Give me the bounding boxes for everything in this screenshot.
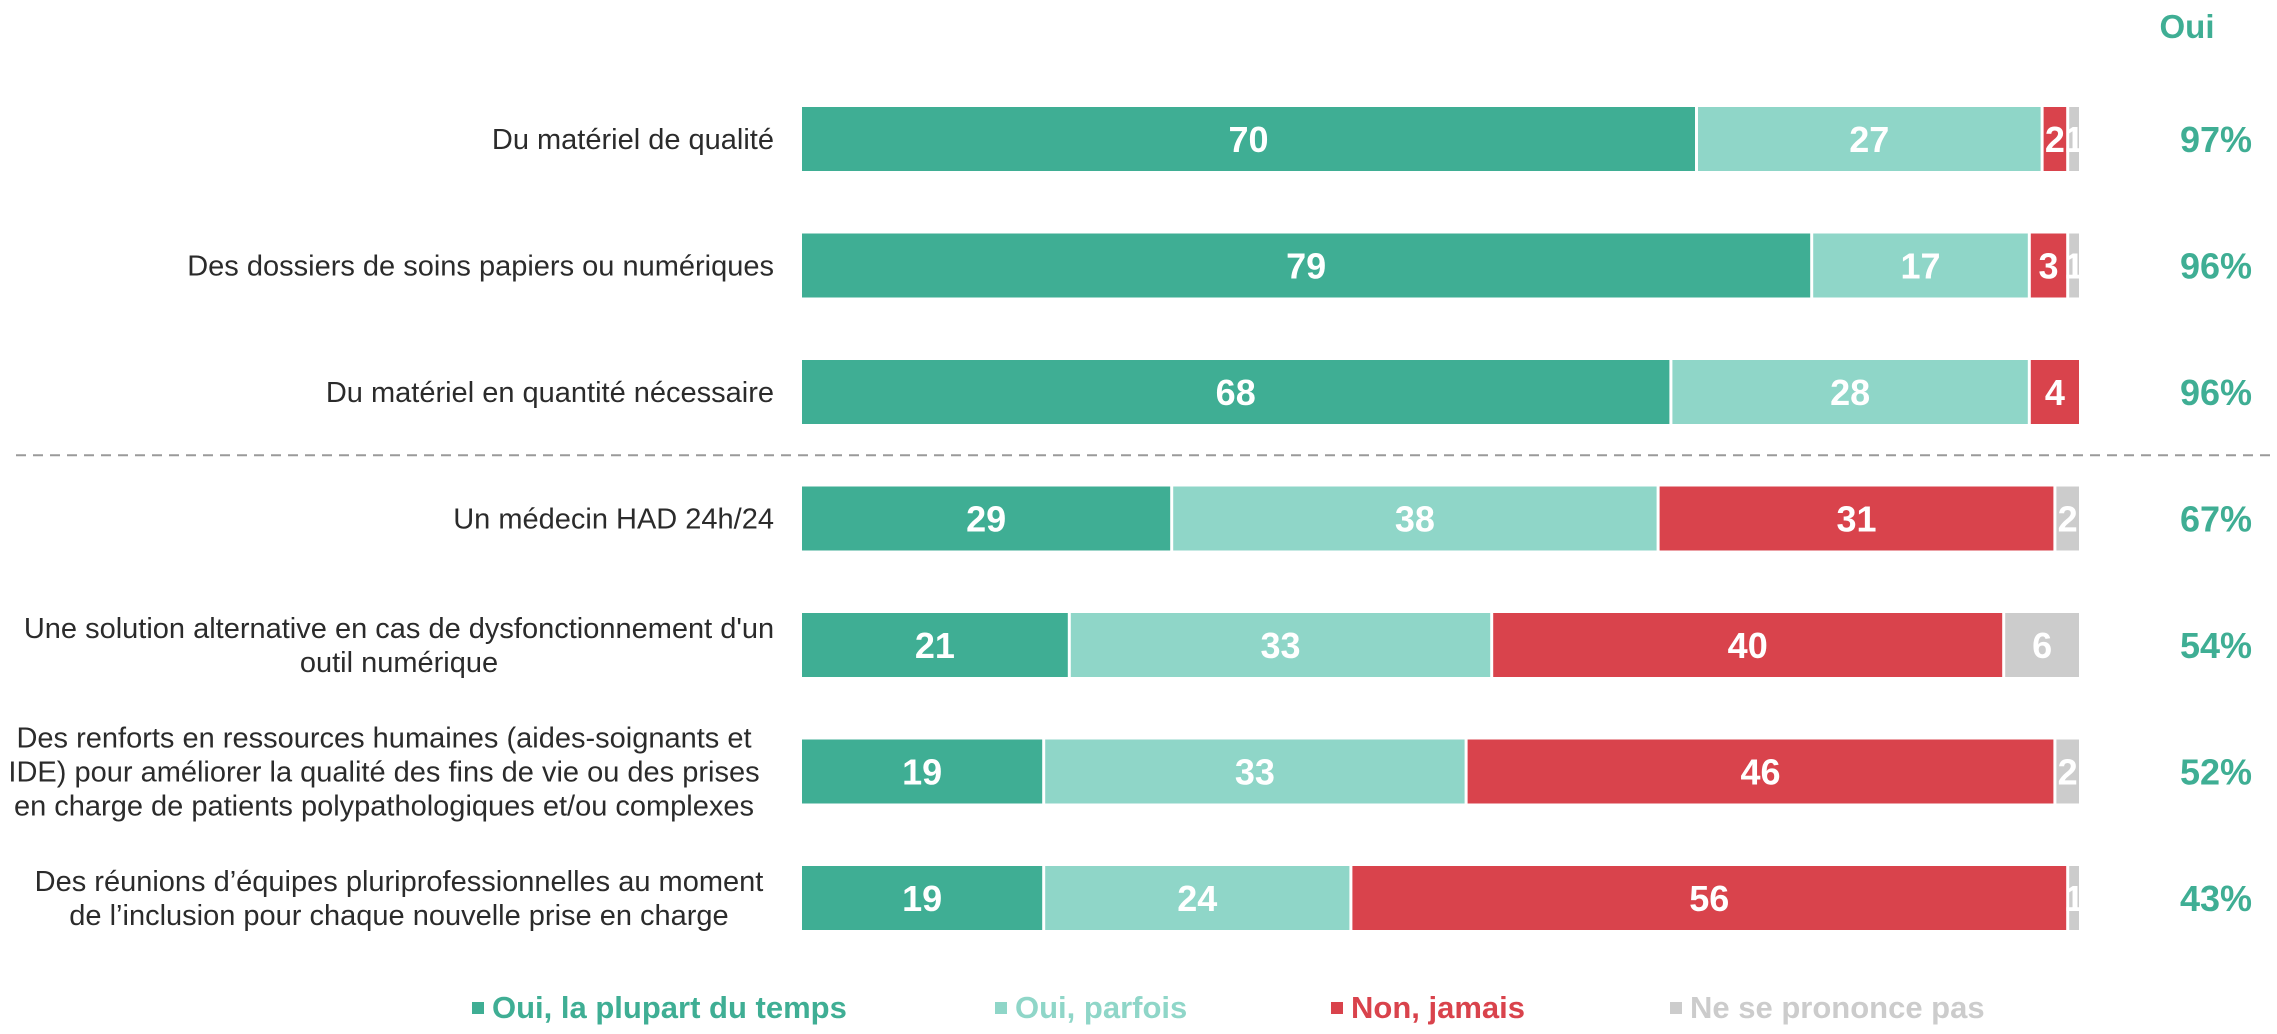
data-label: 2 <box>2058 752 2078 793</box>
data-label: 29 <box>966 499 1006 540</box>
total-oui-value: 54% <box>2180 625 2252 666</box>
bar-segment-nspp <box>2069 866 2079 930</box>
data-label: 33 <box>1235 752 1275 793</box>
bar-segment-oui-parfois <box>1045 739 1465 804</box>
data-label: 27 <box>1849 119 1889 160</box>
data-label: 1 <box>2064 119 2084 160</box>
category-label: Du matériel en quantité nécessaire <box>326 377 774 409</box>
bar-segment-oui-parfois <box>1698 107 2041 171</box>
bar-segment-oui-parfois <box>1070 613 1491 677</box>
legend-swatch-icon <box>472 1002 484 1014</box>
total-oui-value: 96% <box>2180 246 2252 287</box>
data-label: 2 <box>2045 119 2065 160</box>
data-label: 1 <box>2064 246 2084 287</box>
data-label: 1 <box>2064 878 2084 919</box>
data-label: 79 <box>1286 246 1326 287</box>
data-label: 40 <box>1728 625 1768 666</box>
bar-segment-nspp <box>2056 739 2079 804</box>
legend-label: Oui, parfois <box>1015 990 1188 1025</box>
legend-label: Oui, la plupart du temps <box>492 990 847 1025</box>
data-label: 68 <box>1216 372 1256 413</box>
totals-header: Oui <box>2160 8 2215 45</box>
total-oui-value: 97% <box>2180 119 2252 160</box>
legend: Oui, la plupart du temps Oui, parfois No… <box>0 990 2277 1034</box>
category-label: en charge de patients polypathologiques … <box>14 791 754 823</box>
data-label: 4 <box>2045 372 2065 413</box>
data-label: 3 <box>2038 246 2058 287</box>
bar-segment-oui-plupart <box>802 486 1171 551</box>
bar-segment-oui-plupart <box>802 866 1043 930</box>
legend-label: Ne se prononce pas <box>1690 990 1985 1025</box>
legend-item-non-jamais: Non, jamais <box>1331 990 1525 1026</box>
bar-segment-oui-parfois <box>1672 360 2028 424</box>
data-label: 17 <box>1900 246 1940 287</box>
legend-item-oui-plupart: Oui, la plupart du temps <box>472 990 847 1026</box>
category-label: de l’inclusion pour chaque nouvelle pris… <box>69 900 728 932</box>
totals-column: 97% 96% 96% 67% 54% 52% 43% <box>2180 119 2252 919</box>
legend-swatch-icon <box>1670 1002 1682 1014</box>
category-labels: Du matériel de qualité Des dossiers de so… <box>8 124 774 932</box>
bar-segment-nspp <box>2056 486 2079 551</box>
data-label: 19 <box>902 878 942 919</box>
legend-swatch-icon <box>995 1002 1007 1014</box>
bar-segment-oui-plupart <box>802 360 1670 424</box>
total-oui-value: 43% <box>2180 878 2252 919</box>
category-label: outil numérique <box>300 647 498 679</box>
category-label: Des réunions d’équipes pluriprofessionne… <box>35 866 764 898</box>
category-label: Des renforts en ressources humaines (aid… <box>16 723 751 755</box>
data-label: 6 <box>2032 625 2052 666</box>
data-label: 33 <box>1260 625 1300 666</box>
bar-segment-oui-plupart <box>802 613 1068 677</box>
bar-segment-non-jamais <box>1659 486 2054 551</box>
category-label: IDE) pour améliorer la qualité des fins … <box>8 757 759 789</box>
bar-segment-oui-plupart <box>802 233 1811 298</box>
data-label: 70 <box>1228 119 1268 160</box>
bar-segment-non-jamais <box>1467 739 2054 804</box>
bar-segment-non-jamais <box>2043 107 2067 171</box>
bar-segment-nspp <box>2069 233 2079 298</box>
legend-item-oui-parfois: Oui, parfois <box>995 990 1187 1026</box>
category-label: Des dossiers de soins papiers ou numériq… <box>187 251 774 283</box>
data-label: 2 <box>2058 499 2078 540</box>
bar-segment-oui-plupart <box>802 739 1043 804</box>
bar-segment-nspp <box>2069 107 2079 171</box>
data-label: 31 <box>1836 499 1876 540</box>
bar-segment-oui-parfois <box>1173 486 1657 551</box>
data-label: 24 <box>1177 878 1217 919</box>
data-label: 56 <box>1689 878 1729 919</box>
total-oui-value: 96% <box>2180 372 2252 413</box>
data-label: 38 <box>1395 499 1435 540</box>
category-label: Une solution alternative en cas de dysfo… <box>24 613 774 645</box>
bar-segment-non-jamais <box>2030 360 2079 424</box>
bar-segment-oui-parfois <box>1045 866 1350 930</box>
legend-label: Non, jamais <box>1351 990 1525 1025</box>
data-label: 19 <box>902 752 942 793</box>
bar-segment-non-jamais <box>1493 613 2003 677</box>
bar-segment-oui-parfois <box>1813 233 2028 298</box>
bar-segment-non-jamais <box>2030 233 2067 298</box>
bar-segment-nspp <box>2005 613 2079 677</box>
category-label: Du matériel de qualité <box>492 124 774 156</box>
total-oui-value: 67% <box>2180 499 2252 540</box>
data-label: 46 <box>1740 752 1780 793</box>
legend-swatch-icon <box>1331 1002 1343 1014</box>
category-label: Un médecin HAD 24h/24 <box>453 504 774 536</box>
total-oui-value: 52% <box>2180 752 2252 793</box>
legend-item-nspp: Ne se prononce pas <box>1670 990 1985 1026</box>
data-label: 21 <box>915 625 955 666</box>
bar-segment-non-jamais <box>1352 866 2067 930</box>
bar-segment-oui-plupart <box>802 107 1695 171</box>
data-label: 28 <box>1830 372 1870 413</box>
bars: 70 27 2 179 17 3 168 28 429 38 31 221 33 40 619 33 46 219… <box>802 107 2084 930</box>
